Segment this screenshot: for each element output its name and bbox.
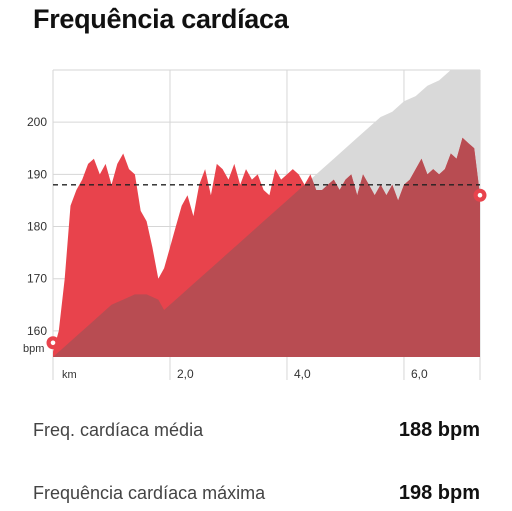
start-marker-center bbox=[50, 340, 56, 346]
stat-value: 188 bpm bbox=[398, 419, 480, 441]
stat-max-heart-rate: Frequência cardíaca máxima 198 bpm bbox=[33, 482, 480, 505]
stat-label: Freq. cardíaca média bbox=[33, 420, 204, 440]
end-marker-center bbox=[477, 192, 483, 198]
x-tick-label: 4,0 bbox=[294, 367, 311, 381]
stat-label: Frequência cardíaca máxima bbox=[33, 483, 266, 503]
stat-average-heart-rate: Freq. cardíaca média 188 bpm bbox=[33, 419, 480, 442]
chart-markers bbox=[46, 188, 487, 350]
stat-value: 198 bpm bbox=[398, 482, 480, 504]
x-unit-label: km bbox=[62, 369, 77, 381]
y-tick-label: 190 bbox=[27, 167, 47, 181]
page-title: Frequência cardíaca bbox=[33, 4, 289, 34]
chart-axes: 160 170 180 190 200 bpm km 2,0 4,0 6,0 bbox=[23, 115, 428, 381]
heart-rate-chart: 160 170 180 190 200 bpm km 2,0 4,0 6,0 bbox=[23, 69, 487, 381]
y-tick-label: 200 bbox=[27, 115, 47, 129]
heart-rate-elevation-overlap bbox=[53, 137, 480, 357]
y-tick-label: 180 bbox=[27, 220, 47, 234]
y-tick-label: 170 bbox=[27, 272, 47, 286]
x-tick-label: 2,0 bbox=[177, 367, 194, 381]
y-tick-label: 160 bbox=[27, 324, 47, 338]
y-unit-label: bpm bbox=[23, 343, 44, 355]
x-tick-label: 6,0 bbox=[411, 367, 428, 381]
